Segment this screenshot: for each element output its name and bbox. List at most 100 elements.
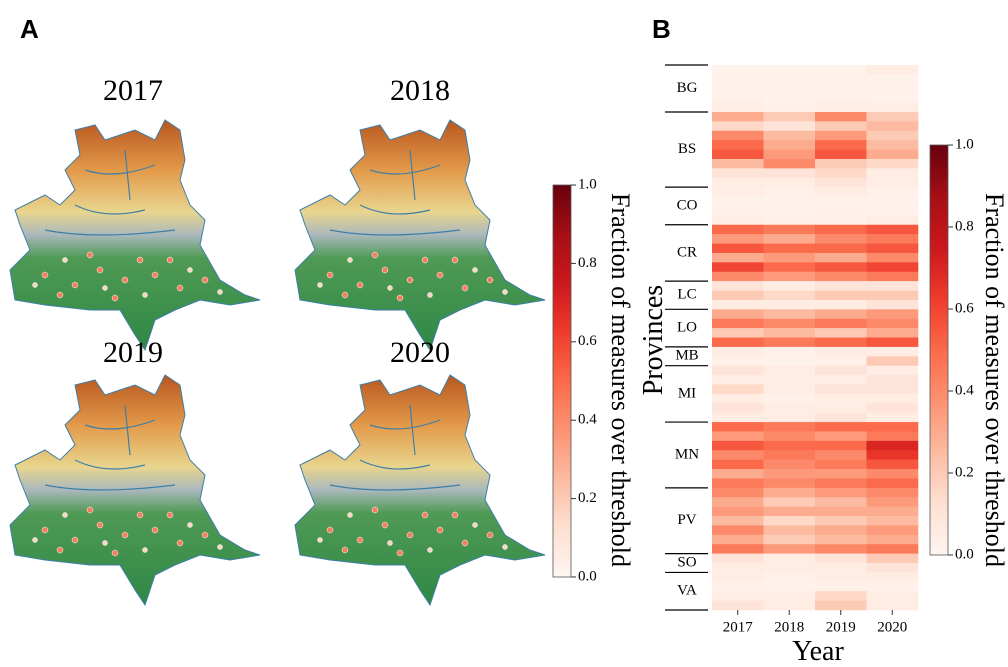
heat-cell: [867, 544, 919, 554]
heat-cell: [815, 403, 867, 413]
heat-cell: [815, 262, 867, 272]
heat-cell: [867, 253, 919, 263]
heat-cell: [815, 112, 867, 122]
heat-cell: [815, 384, 867, 394]
heat-cell: [867, 478, 919, 488]
heat-cell: [712, 469, 764, 479]
heat-cell: [764, 187, 816, 197]
heat-cell: [815, 159, 867, 169]
heat-cell: [764, 582, 816, 592]
heat-cell: [815, 93, 867, 103]
heat-cell: [815, 300, 867, 310]
heat-cell: [712, 431, 764, 441]
heat-cell: [815, 554, 867, 564]
group-label: SO: [677, 554, 696, 570]
heat-cell: [712, 300, 764, 310]
heat-cell: [867, 112, 919, 122]
heat-cell: [867, 291, 919, 301]
heat-cell: [764, 394, 816, 404]
heat-cell: [764, 375, 816, 385]
heat-cell: [867, 441, 919, 451]
heat-cell: [712, 478, 764, 488]
colorbar: [553, 185, 571, 577]
map-title: 2019: [103, 336, 163, 369]
heat-cell: [867, 507, 919, 517]
heat-cell: [867, 535, 919, 545]
heat-cell: [764, 338, 816, 348]
group-label: PV: [677, 512, 696, 528]
heat-cell: [815, 450, 867, 460]
heat-cell: [712, 84, 764, 94]
map: [295, 120, 545, 350]
heat-cell: [815, 469, 867, 479]
heat-cell: [867, 450, 919, 460]
heat-cell: [712, 413, 764, 423]
heat-cell: [764, 572, 816, 582]
heat-cell: [712, 394, 764, 404]
heat-cell: [712, 178, 764, 188]
map: [10, 120, 260, 350]
heat-cell: [712, 572, 764, 582]
heat-cell: [712, 356, 764, 366]
heat-cell: [712, 244, 764, 254]
heat-cell: [764, 234, 816, 244]
heat-cell: [815, 215, 867, 225]
heat-cell: [764, 497, 816, 507]
group-label: MN: [675, 446, 699, 462]
group-label: LC: [677, 287, 696, 303]
heat-cell: [867, 272, 919, 282]
heat-cell: [867, 460, 919, 470]
heat-cell: [815, 309, 867, 319]
x-tick-label: 2019: [826, 619, 856, 635]
heat-cell: [815, 582, 867, 592]
heat-cell: [712, 112, 764, 122]
x-axis-title: Year: [792, 636, 844, 667]
heat-cell: [712, 150, 764, 160]
heat-cell: [712, 103, 764, 113]
heat-cell: [867, 168, 919, 178]
heat-cell: [867, 197, 919, 207]
heat-cell: [867, 328, 919, 338]
heat-cell: [867, 281, 919, 291]
heat-cell: [764, 507, 816, 517]
heat-cell: [712, 328, 764, 338]
heat-cell: [712, 65, 764, 75]
heat-cell: [764, 413, 816, 423]
heat-cell: [712, 319, 764, 329]
heat-cell: [764, 159, 816, 169]
heat-cell: [815, 131, 867, 141]
heat-cell: [867, 338, 919, 348]
heat-cell: [712, 272, 764, 282]
colorbar-tick-label: 0.6: [578, 333, 597, 349]
heat-cell: [815, 178, 867, 188]
heat-cell: [764, 478, 816, 488]
heat-cell: [867, 319, 919, 329]
heat-cell: [867, 206, 919, 216]
heat-cell: [815, 272, 867, 282]
heat-cell: [815, 516, 867, 526]
x-tick-label: 2018: [774, 619, 804, 635]
heat-cell: [712, 384, 764, 394]
heat-cell: [867, 422, 919, 432]
heat-cell: [764, 488, 816, 498]
heat-cell: [764, 563, 816, 573]
heat-cell: [867, 140, 919, 150]
group-label: VA: [677, 583, 697, 599]
heat-cell: [712, 422, 764, 432]
heat-cell: [764, 591, 816, 601]
heat-cell: [867, 93, 919, 103]
heat-cell: [764, 535, 816, 545]
heat-cell: [764, 441, 816, 451]
heat-cell: [867, 234, 919, 244]
heat-cell: [815, 187, 867, 197]
map-title: 2018: [390, 74, 450, 107]
heat-cell: [764, 328, 816, 338]
heat-cell: [712, 488, 764, 498]
heat-cell: [815, 431, 867, 441]
panel-label: A: [20, 14, 39, 44]
heat-cell: [764, 215, 816, 225]
heat-cell: [867, 356, 919, 366]
x-tick-label: 2017: [723, 619, 754, 635]
heat-cell: [764, 244, 816, 254]
heat-cell: [815, 413, 867, 423]
